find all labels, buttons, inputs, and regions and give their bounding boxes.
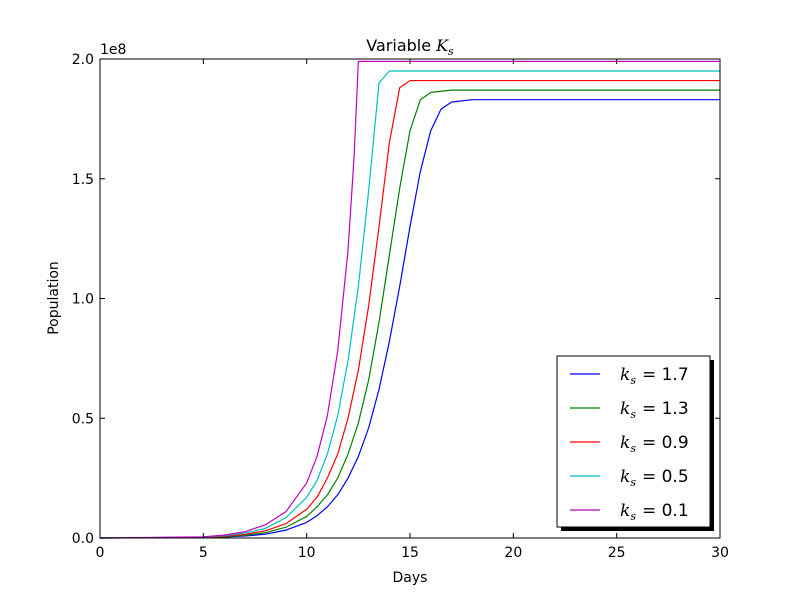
legend-symbol-3: k [620,467,630,487]
legend-label-4: ks = 0.1 [620,501,689,523]
legend-label-2: ks = 0.9 [620,433,689,455]
series-line-2 [99,79,720,539]
chart-title-text: Variable [366,36,431,55]
ticks-layer: 0 5 10 15 20 25 30 0.0 0.5 1.0 1.5 2.0 [72,52,729,561]
x-tick-label-0: 0 [96,545,105,561]
legend-value-1: = 1.3 [642,399,689,419]
series-line-4 [99,60,720,539]
chart-title: Variable Ks [366,36,454,58]
legend-value-2: = 0.9 [642,433,689,453]
x-tick-label-1: 5 [199,545,208,561]
legend-label-3: ks = 0.5 [620,467,689,489]
legend-value-3: = 0.5 [642,467,689,487]
y-tick-label-1: 0.5 [72,411,94,427]
legend-label-1: ks = 1.3 [620,399,689,421]
legend-symbol-sub-2: s [630,442,636,455]
legend-value-4: = 0.1 [642,501,689,521]
x-tick-label-5: 25 [608,545,626,561]
series-line-1 [99,89,720,539]
legend-symbol-4: k [620,501,630,521]
x-tick-label-3: 15 [401,545,419,561]
x-tick-label-2: 10 [298,545,316,561]
legend-label-0: ks = 1.7 [620,365,689,387]
legend-entries: ks = 1.7ks = 1.3ks = 0.9ks = 0.5ks = 0.1 [570,365,689,523]
x-tick-label-6: 30 [711,545,729,561]
legend-symbol-0: k [620,365,630,385]
legend-symbol-sub-1: s [630,408,636,421]
series-layer [99,60,720,539]
legend-symbol-2: k [620,433,630,453]
legend-symbol-sub-3: s [630,476,636,489]
legend-symbol-sub-0: s [630,374,636,387]
y-tick-label-4: 2.0 [72,52,94,68]
legend-symbol-1: k [620,399,630,419]
y-tick-label-0: 0.0 [72,531,94,547]
y-tick-label-2: 1.0 [72,292,94,308]
chart-title-symbol: K [435,36,449,55]
legend-value-0: = 1.7 [642,365,689,385]
legend: ks = 1.7ks = 1.3ks = 0.9ks = 0.5ks = 0.1 [556,355,714,531]
y-offset-label: 1e8 [100,42,126,58]
x-tick-label-4: 20 [504,545,522,561]
y-tick-label-3: 1.5 [72,172,94,188]
plot-frame [99,58,721,539]
y-axis-label: Population [46,261,62,335]
legend-symbol-sub-4: s [630,510,636,523]
series-line-3 [99,70,720,539]
series-line-0 [99,99,720,539]
chart-title-symbol-sub: s [448,45,454,58]
x-axis-label: Days [393,570,428,586]
